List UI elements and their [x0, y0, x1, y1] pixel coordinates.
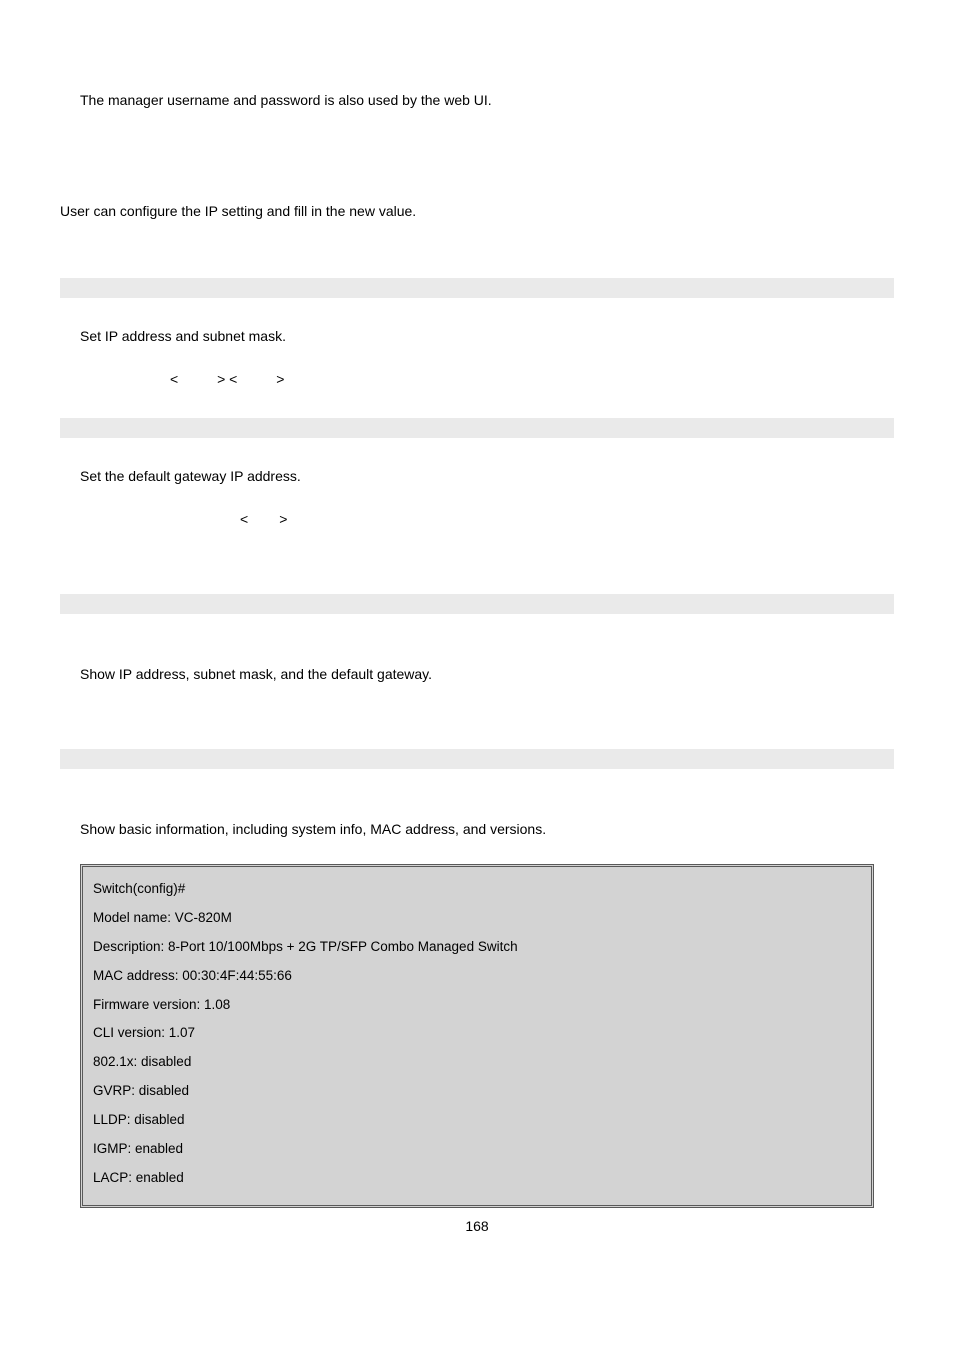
cli-output-row: Description: 8-Port 10/100Mbps + 2G TP/S… [89, 933, 865, 962]
ip-address-pattern: < > < > [170, 369, 894, 390]
cli-output-row: MAC address: 00:30:4F:44:55:66 [89, 962, 865, 991]
page-number: 168 [60, 1218, 894, 1234]
cli-output-row: LACP: enabled [89, 1164, 865, 1193]
cli-prompt: Switch(config)# [89, 875, 865, 904]
page-container: The manager username and password is als… [0, 0, 954, 1274]
cli-output-row: Firmware version: 1.08 [89, 991, 865, 1020]
cli-output-row: GVRP: disabled [89, 1077, 865, 1106]
show-ip-desc: Show IP address, subnet mask, and the de… [80, 664, 894, 685]
section-bar-3 [60, 594, 894, 614]
config-intro: User can configure the IP setting and fi… [60, 201, 894, 222]
section-bar-4 [60, 749, 894, 769]
cli-output-row: Model name: VC-820M [89, 904, 865, 933]
gateway-desc: Set the default gateway IP address. [80, 466, 894, 487]
cli-output-row: IGMP: enabled [89, 1135, 865, 1164]
cli-output-row: 802.1x: disabled [89, 1048, 865, 1077]
intro-note: The manager username and password is als… [80, 90, 894, 111]
gateway-pattern: < > [240, 509, 894, 530]
cli-output-box: Switch(config)# Model name: VC-820M Desc… [80, 864, 874, 1208]
cli-output-row: LLDP: disabled [89, 1106, 865, 1135]
ip-address-desc: Set IP address and subnet mask. [80, 326, 894, 347]
section-bar-2 [60, 418, 894, 438]
cli-output-row: CLI version: 1.07 [89, 1019, 865, 1048]
section-bar-1 [60, 278, 894, 298]
show-info-desc: Show basic information, including system… [80, 819, 894, 840]
